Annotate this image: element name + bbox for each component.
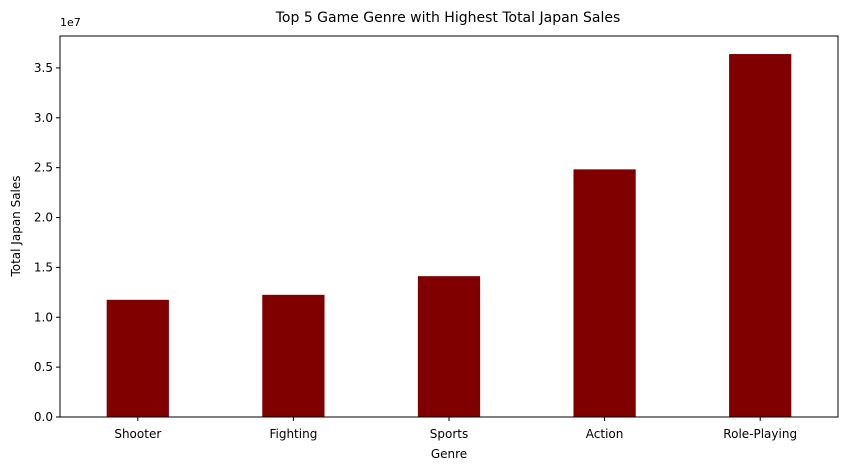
y-axis-label: Total Japan Sales <box>9 175 23 277</box>
x-tick-label: Role-Playing <box>723 427 797 441</box>
y-tick-label: 2.0 <box>34 211 53 225</box>
y-tick-label: 3.0 <box>34 111 53 125</box>
y-tick-label: 1.5 <box>34 260 53 274</box>
plot-frame <box>59 35 839 418</box>
x-axis-label: Genre <box>431 447 467 461</box>
y-tick-label: 2.5 <box>34 161 53 175</box>
y-axis-offset-label: 1e7 <box>60 16 81 29</box>
bar-role-playing <box>729 54 792 418</box>
x-tick-label: Action <box>586 427 624 441</box>
x-tick-label: Sports <box>430 427 468 441</box>
x-tick-label: Shooter <box>114 427 161 441</box>
bar-fighting <box>262 294 325 417</box>
y-tick-label: 0.0 <box>34 410 53 424</box>
bar-action <box>573 169 636 417</box>
chart-title: Top 5 Game Genre with Highest Total Japa… <box>275 10 621 26</box>
x-axis-ticks: Shooter Fighting Sports Action Role-Playing <box>114 417 797 441</box>
y-axis-ticks: 0.0 0.5 1.0 1.5 2.0 2.5 3.0 3.5 <box>34 61 60 424</box>
bar-sports <box>417 276 481 417</box>
y-tick-label: 3.5 <box>34 61 53 75</box>
y-tick-label: 1.0 <box>34 310 53 324</box>
bars <box>106 54 792 418</box>
bar-shooter <box>106 299 169 417</box>
y-tick-label: 0.5 <box>34 360 53 374</box>
x-tick-label: Fighting <box>269 427 317 441</box>
